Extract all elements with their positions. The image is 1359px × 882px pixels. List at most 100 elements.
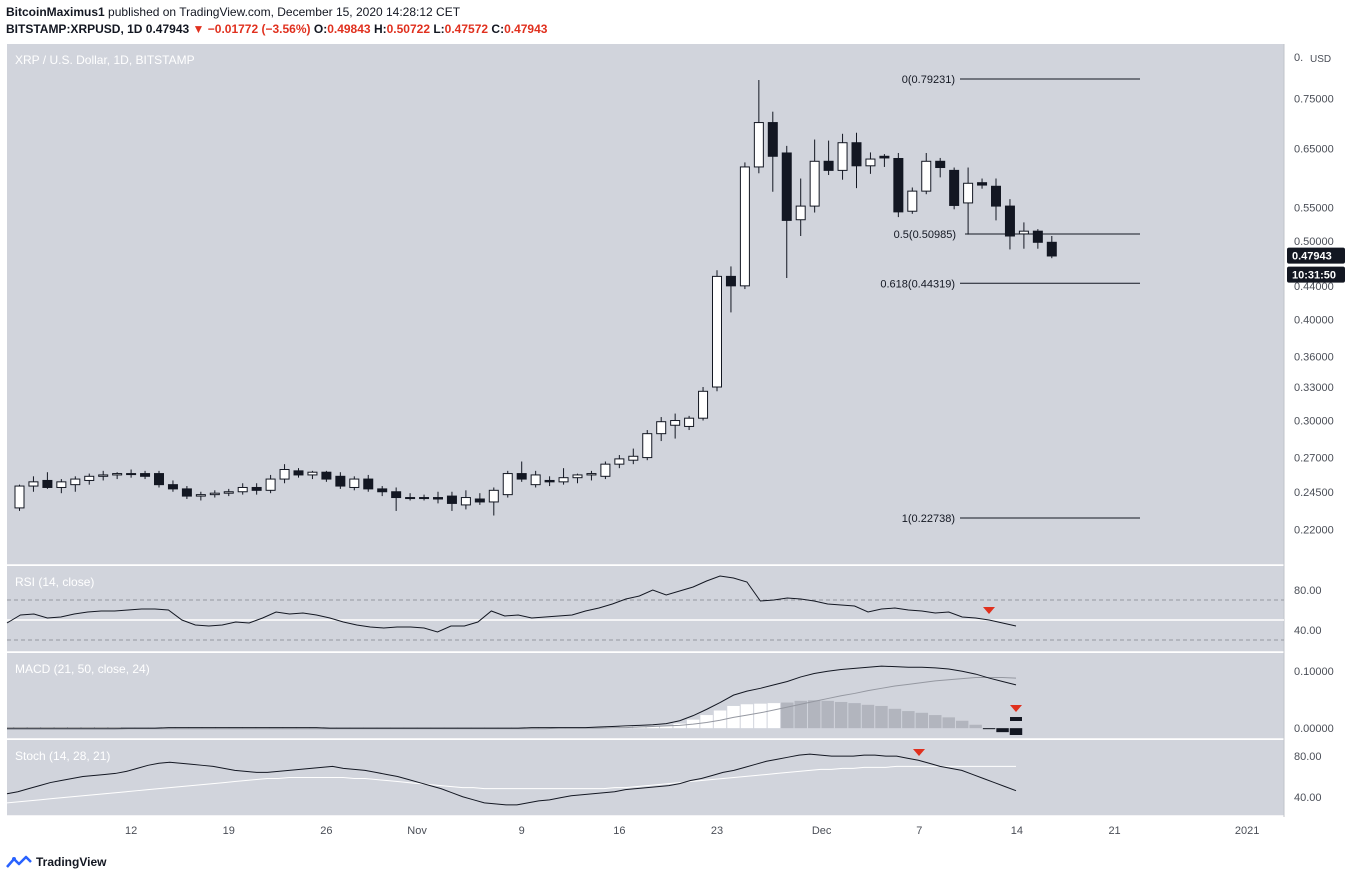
macd-histogram-bar (767, 703, 781, 729)
macd-pane-axis (1284, 653, 1352, 739)
macd-histogram-bar (929, 715, 942, 729)
macd-histogram-bar (68, 727, 81, 729)
tradingview-brand[interactable]: TradingView (6, 855, 106, 869)
price-change: −0.01772 (−3.56%) (207, 22, 311, 36)
candle (181, 486, 192, 500)
candle-up-body (642, 433, 653, 459)
candle (42, 472, 53, 489)
candle-up-body (921, 160, 932, 192)
published-text: published on TradingView.com, December 1… (108, 5, 461, 19)
candle-up-body (739, 166, 750, 287)
candle-up-body (405, 497, 416, 500)
macd-histogram-bar (848, 703, 861, 729)
candle-down-body (140, 473, 151, 477)
candle-up-body (558, 477, 569, 483)
time-tick-label: 26 (320, 825, 332, 837)
candle (1004, 199, 1015, 250)
candle (530, 470, 541, 488)
rsi-tick-label: 80.00 (1294, 585, 1322, 597)
candle-down-body (1004, 205, 1015, 237)
macd-histogram-bar (875, 705, 888, 729)
macd-histogram-bar (646, 726, 659, 729)
last-price-badge (1287, 247, 1345, 264)
candle (851, 132, 862, 189)
macd-tick-label: 0.10000 (1294, 666, 1334, 678)
candle-up-body (14, 485, 25, 509)
macd-histogram-bar (108, 727, 121, 729)
candle-up-body (572, 474, 583, 479)
low-label: L: (433, 22, 445, 36)
candle (502, 470, 513, 498)
macd-histogram-bar (0, 727, 14, 729)
countdown-badge (1287, 266, 1345, 283)
rsi-signal-triangle (983, 607, 995, 614)
macd-histogram-bar (915, 712, 929, 729)
candle (28, 476, 39, 492)
candle-up-body (307, 471, 318, 476)
candle-down-body (181, 488, 192, 497)
candle (558, 468, 569, 485)
candle-down-body (823, 160, 834, 171)
main-pane-axis (1284, 44, 1352, 565)
candle (670, 413, 681, 439)
candle-up-body (600, 463, 611, 477)
candle-down-body (516, 473, 527, 480)
candle-up-body (837, 142, 848, 171)
candle (865, 152, 876, 174)
candle (893, 152, 904, 218)
candle-up-body (349, 478, 360, 488)
candle (446, 491, 457, 511)
time-tick-label: 14 (1011, 825, 1023, 837)
candle (1046, 236, 1057, 259)
candle (14, 484, 25, 511)
candle-up-body (865, 158, 876, 167)
macd-histogram-bar (14, 727, 27, 729)
time-tick-label: 21 (1108, 825, 1120, 837)
candle-up-body (70, 478, 81, 486)
macd-signal-line (7, 676, 1017, 730)
fib-level-label: 0(0.79231) (902, 74, 955, 86)
candle-down-body (949, 169, 960, 206)
candle-up-body (502, 473, 513, 496)
stoch-d-line (6, 765, 1016, 804)
candle-up-body (237, 486, 248, 493)
macd-histogram-bar (781, 702, 794, 729)
macd-histogram-bar (54, 727, 68, 729)
main-pane (7, 44, 1284, 565)
candle (698, 387, 709, 421)
chart-title: XRP / U.S. Dollar, 1D, BITSTAMP (15, 53, 195, 67)
candle-down-body (167, 484, 178, 490)
low-value: 0.47572 (444, 22, 489, 36)
author-name[interactable]: BitcoinMaximus1 (6, 5, 105, 19)
candle-down-body (433, 497, 443, 500)
candle (991, 178, 1001, 221)
candle (265, 474, 276, 494)
candle (70, 476, 81, 492)
candle-up-body (84, 475, 95, 481)
time-tick-label: 2021 (1235, 825, 1259, 837)
candle (321, 470, 332, 482)
candle (223, 488, 234, 497)
candle-up-body (56, 481, 67, 488)
price-tick-label: 0.55000 (1294, 202, 1334, 214)
candle-up-body (628, 455, 639, 461)
candle-up-body (98, 474, 109, 477)
rsi-tick-label: 40.00 (1294, 625, 1322, 637)
candle-down-body (446, 495, 457, 504)
high-label: H: (373, 22, 387, 36)
candle (907, 187, 918, 214)
macd-histogram-bar (834, 701, 848, 729)
candle-down-body (544, 479, 555, 483)
candle (642, 430, 653, 461)
stoch-pane-axis (1284, 740, 1352, 816)
time-tick-label: 16 (613, 825, 625, 837)
macd-signal-triangle (1010, 705, 1022, 712)
candle-down-body (42, 479, 53, 488)
candle-up-body (614, 458, 625, 465)
candle-down-body (154, 473, 164, 486)
candle (879, 154, 890, 167)
candle (488, 487, 499, 516)
candle (293, 468, 304, 478)
price-tick-label: 0.33000 (1294, 382, 1334, 394)
